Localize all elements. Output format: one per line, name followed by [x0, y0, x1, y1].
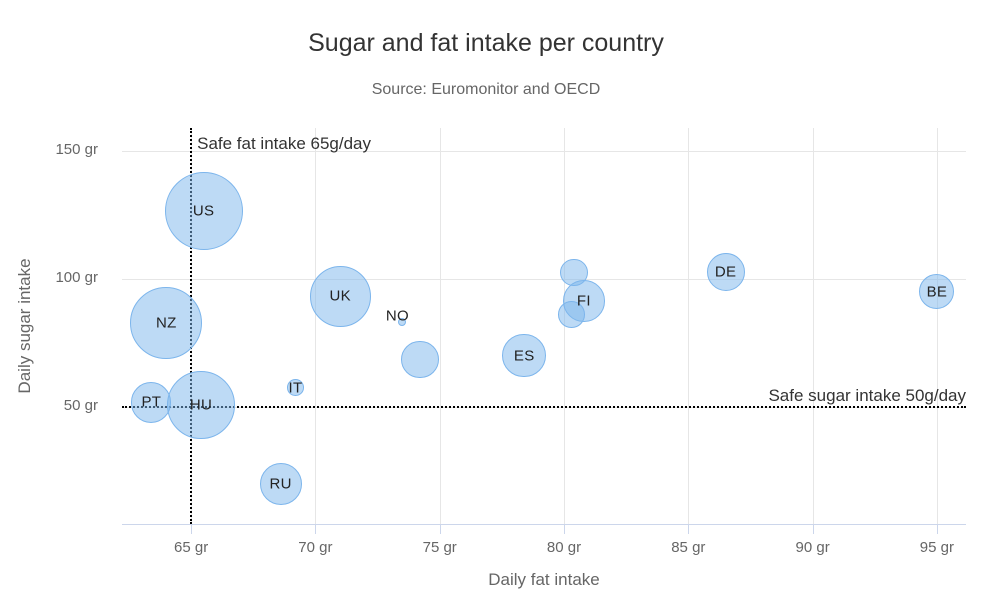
x-gridline [812, 128, 814, 524]
x-gridline [315, 128, 317, 524]
bubble-hu[interactable] [167, 371, 235, 439]
bubble-nl[interactable] [560, 258, 588, 287]
bubble-no[interactable] [398, 318, 407, 327]
x-tick-label: 90 gr [795, 539, 830, 556]
x-tick-label: 95 gr [919, 539, 955, 556]
x-gridline [936, 128, 938, 524]
safe-sugar-plotline-label: Safe sugar intake 50g/day [768, 386, 966, 406]
bubble-pt[interactable] [131, 382, 172, 423]
bubble-de[interactable] [706, 252, 745, 291]
x-tick-mark [315, 524, 317, 534]
bubble-label-uk: UK [329, 287, 351, 305]
x-gridline [439, 128, 441, 524]
bubble-be[interactable] [919, 274, 955, 310]
bubble-label-no: NO [385, 307, 409, 325]
x-axis-line [122, 524, 966, 525]
bubble-label-nz: NZ [155, 314, 177, 332]
bubble-uk[interactable] [309, 265, 371, 328]
bubble-ru[interactable] [259, 462, 302, 505]
safe-fat-plotline-label: Safe fat intake 65g/day [197, 134, 372, 153]
safe-sugar-plotline [122, 406, 966, 409]
y-tick-label: 100 gr [55, 269, 98, 287]
y-gridline [122, 151, 966, 153]
bubble-es[interactable] [502, 333, 547, 378]
y-tick-label: 50 gr [63, 397, 98, 415]
bubble-label-de: DE [714, 263, 737, 281]
bubble-fr[interactable] [401, 340, 439, 379]
bubble-nz[interactable] [130, 286, 203, 359]
bubble-label-pt: PT [141, 393, 162, 411]
bubble-label-hu: HU [189, 396, 213, 414]
x-tick-mark [564, 524, 565, 534]
x-tick-mark [439, 524, 441, 534]
x-tick-label: 65 gr [174, 539, 209, 556]
bubble-us[interactable] [164, 172, 243, 251]
bubble-label-be: BE [926, 283, 948, 301]
bubble-it[interactable] [287, 379, 304, 396]
y-axis-title: Daily sugar intake [15, 258, 34, 394]
x-tick-mark [688, 524, 690, 534]
y-gridline [122, 279, 966, 281]
bubble-label-fi: FI [576, 292, 591, 310]
y-tick-label: 150 gr [55, 141, 98, 159]
chart-title: Sugar and fat intake per country [308, 29, 664, 57]
chart-subtitle: Source: Euromonitor and OECD [371, 81, 601, 98]
x-tick-label: 70 gr [298, 539, 333, 556]
x-gridline [688, 128, 690, 524]
bubble-label-ru: RU [269, 475, 292, 493]
x-tick-mark [812, 524, 814, 534]
x-tick-mark [936, 524, 938, 534]
x-tick-label: 75 gr [422, 539, 457, 556]
x-tick-mark [191, 524, 193, 534]
x-tick-label: 80 gr [546, 539, 582, 556]
x-axis-title: Daily fat intake [488, 570, 600, 589]
bubble-label-us: US [192, 202, 215, 220]
bubble-label-es: ES [513, 347, 535, 365]
x-tick-label: 85 gr [671, 539, 706, 556]
bubble-label-it: IT [288, 379, 303, 397]
bubble-se[interactable] [558, 301, 585, 328]
